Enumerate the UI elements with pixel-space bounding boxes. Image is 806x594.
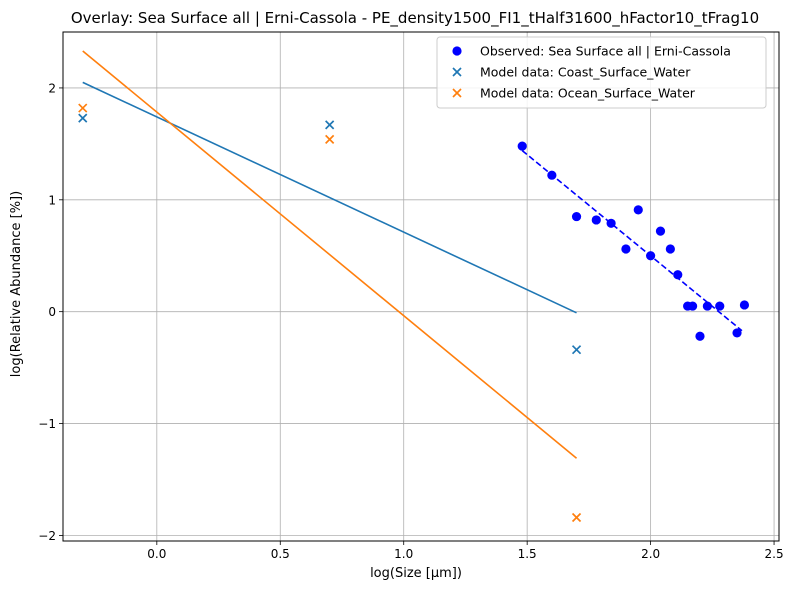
- observed-point: [591, 215, 601, 225]
- observed-point: [665, 244, 675, 254]
- tick-layer: 0.0 0.5 1.0 1.5 2.0 2.5 −2 −1 0 1 2: [38, 81, 783, 561]
- legend-box: [436, 36, 767, 109]
- marker-stroke: [78, 113, 88, 123]
- marker-stroke: [452, 67, 462, 77]
- model-point: [78, 113, 88, 123]
- model-point: [325, 120, 335, 130]
- marker-stroke: [571, 345, 582, 355]
- observed-point: [517, 141, 527, 151]
- y-tick-label: 0: [48, 305, 56, 319]
- legend: Observed: Sea Surface all | Erni-Cassola…: [436, 36, 767, 109]
- y-tick-label: −1: [38, 417, 56, 431]
- observed-point: [687, 301, 698, 311]
- x-axis-label: log(Size [μm]): [370, 566, 462, 581]
- y-tick-label: 1: [48, 193, 56, 207]
- data-layer: [78, 50, 750, 523]
- model-point: [571, 512, 582, 523]
- model-point: [78, 103, 88, 113]
- observed-point: [606, 218, 616, 228]
- marker-stroke: [78, 103, 88, 113]
- observed-point: [621, 244, 631, 254]
- grid-layer: [63, 32, 779, 541]
- observed-point: [732, 328, 742, 338]
- series-line: [521, 149, 743, 332]
- model-point: [325, 134, 335, 144]
- observed-point: [695, 331, 705, 341]
- x-tick-label: 0.5: [271, 547, 290, 561]
- legend-label: Observed: Sea Surface all | Erni-Cassola: [480, 44, 731, 59]
- marker-stroke: [325, 120, 335, 130]
- observed-point: [646, 251, 656, 261]
- legend-label: Model data: Coast_Surface_Water: [480, 65, 691, 80]
- observed-point: [739, 300, 750, 310]
- observed-point: [715, 301, 725, 311]
- x-tick-label: 1.5: [518, 547, 537, 561]
- legend-marker: [452, 67, 462, 77]
- observed-point: [702, 301, 713, 311]
- marker-stroke: [325, 134, 335, 144]
- model-point: [571, 345, 582, 355]
- observed-point: [673, 270, 683, 280]
- legend-label: Model data: Ocean_Surface_Water: [480, 86, 696, 101]
- legend-marker: [452, 46, 462, 56]
- y-tick-label: −2: [38, 529, 56, 543]
- chart-title: Overlay: Sea Surface all | Erni-Cassola …: [71, 9, 759, 28]
- legend-marker: [452, 88, 462, 98]
- x-tick-label: 1.0: [394, 547, 413, 561]
- y-axis-label: log(Relative Abundance [%]): [9, 191, 24, 377]
- x-tick-label: 2.5: [765, 547, 784, 561]
- series-line: [82, 81, 577, 314]
- series-line: [82, 50, 578, 459]
- marker-stroke: [452, 88, 462, 98]
- x-tick-label: 2.0: [641, 547, 660, 561]
- marker-stroke: [571, 512, 582, 523]
- axes-frame: [62, 31, 780, 542]
- y-tick-label: 2: [48, 81, 56, 95]
- x-tick-label: 0.0: [147, 547, 166, 561]
- observed-point: [571, 211, 582, 222]
- observed-point: [655, 226, 666, 236]
- observed-point: [633, 205, 643, 215]
- observed-point: [547, 170, 557, 180]
